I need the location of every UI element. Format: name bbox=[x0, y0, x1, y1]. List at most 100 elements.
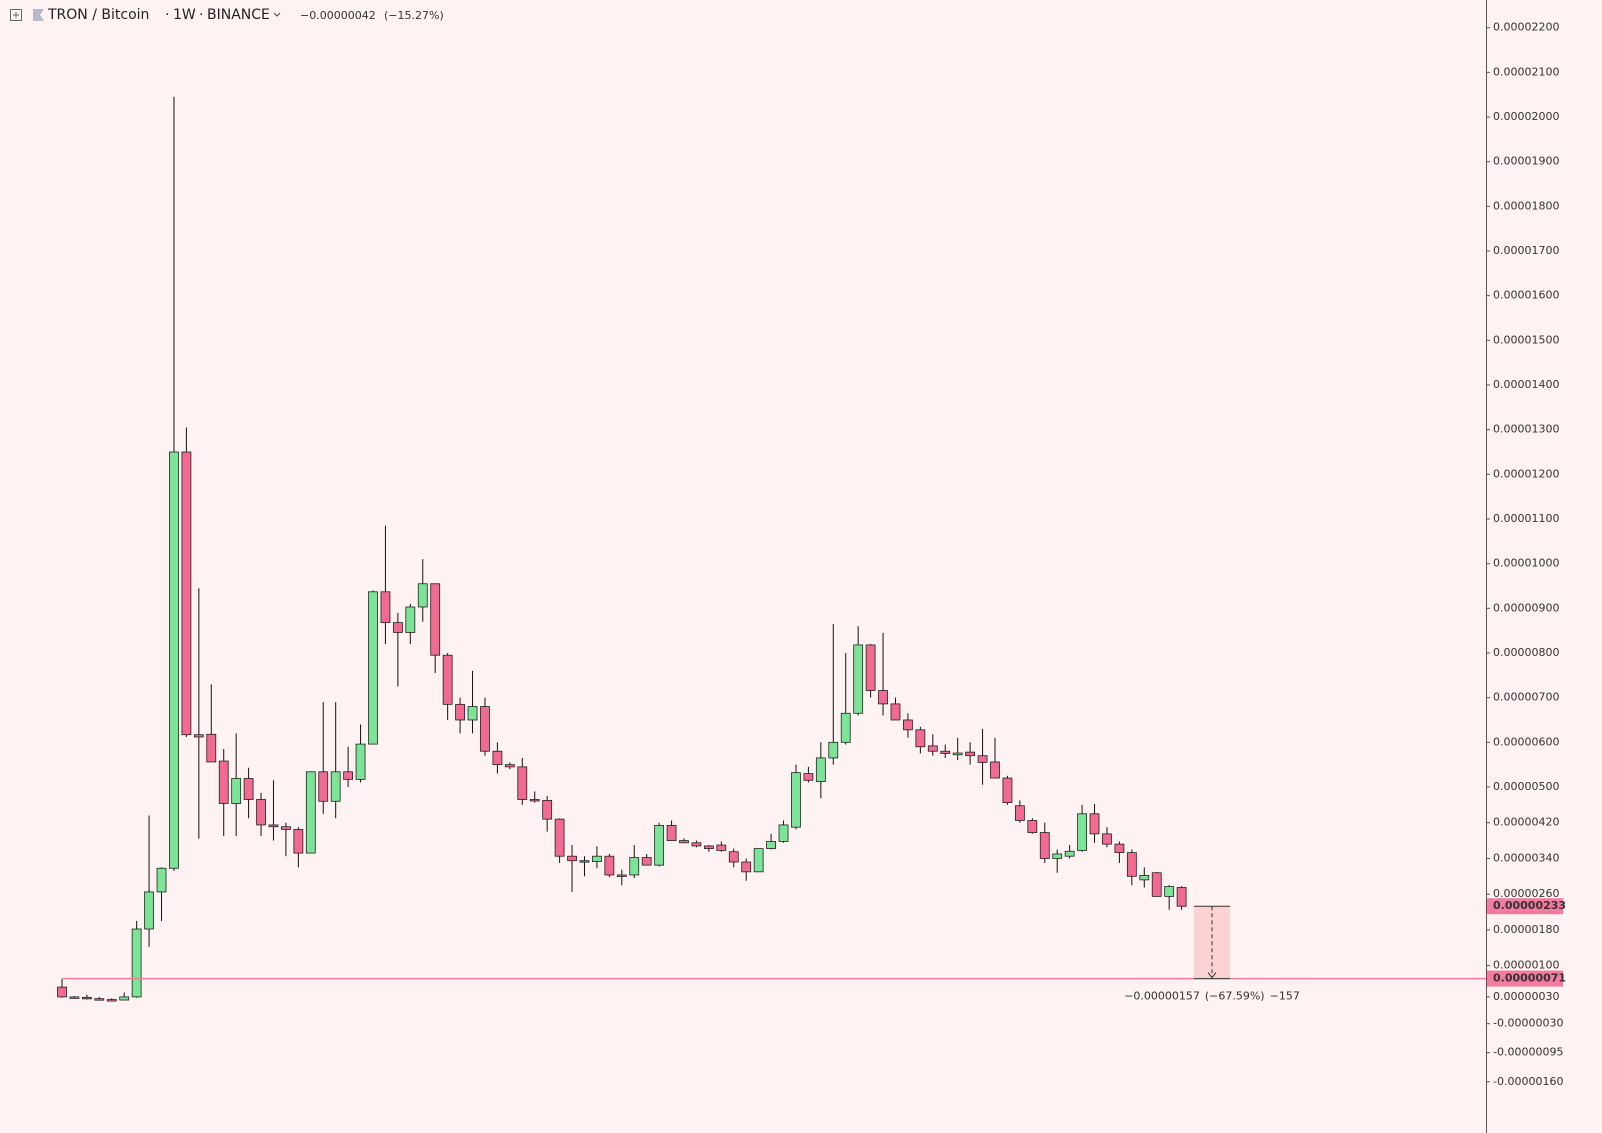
candle-body bbox=[455, 703, 465, 721]
candle-body bbox=[131, 928, 142, 998]
y-tick-label: 0.00000030 bbox=[1493, 990, 1559, 1003]
change: −0.00000042 bbox=[300, 9, 376, 22]
candle-body bbox=[1077, 813, 1087, 851]
candle-body bbox=[1126, 852, 1137, 877]
y-tick-label: 0.00001000 bbox=[1493, 557, 1559, 570]
y-tick-label: 0.00000600 bbox=[1493, 735, 1559, 748]
candle-body bbox=[106, 999, 117, 1002]
candle-body bbox=[218, 760, 229, 804]
candle-body bbox=[256, 799, 266, 826]
candle-body bbox=[318, 771, 329, 802]
candle-body bbox=[567, 855, 577, 862]
candle-body bbox=[828, 741, 839, 759]
candle-body bbox=[965, 751, 976, 757]
last-price-label: 0.00000233 bbox=[1493, 899, 1566, 912]
candle-body bbox=[380, 591, 391, 624]
y-tick-label: 0.00000700 bbox=[1493, 691, 1559, 704]
candle-body bbox=[206, 733, 217, 763]
candle-body bbox=[927, 745, 938, 752]
separator: · bbox=[165, 7, 169, 23]
candle-body bbox=[604, 855, 615, 876]
candle-body bbox=[392, 622, 403, 633]
candle-body bbox=[1002, 777, 1013, 804]
candle-body bbox=[480, 706, 490, 752]
candle-body bbox=[1151, 872, 1162, 897]
add-icon[interactable] bbox=[10, 9, 22, 21]
measure-percent: (−67.59%) bbox=[1205, 990, 1265, 1003]
y-tick-label: 0.00001500 bbox=[1493, 333, 1559, 346]
y-tick-label: 0.00001300 bbox=[1493, 423, 1559, 436]
interval: 1W bbox=[173, 7, 196, 23]
y-tick-label: -0.00000160 bbox=[1493, 1075, 1563, 1088]
y-tick-label: 0.00000420 bbox=[1493, 816, 1559, 829]
candle-body bbox=[430, 583, 441, 656]
candle-body bbox=[542, 799, 553, 820]
candle-body bbox=[81, 996, 92, 1000]
y-tick-label: 0.00000800 bbox=[1493, 646, 1559, 659]
candle-body bbox=[741, 861, 752, 873]
candle-body bbox=[1027, 820, 1038, 833]
exchange: BINANCE bbox=[207, 7, 270, 23]
header: TRON / Bitcoin · 1W · BINANCE −0.0000004… bbox=[10, 7, 444, 23]
candle-body bbox=[268, 824, 279, 828]
last-price-label-bg bbox=[1487, 898, 1563, 915]
measure-change: −0.00000157 bbox=[1124, 990, 1200, 1003]
candle-body bbox=[405, 606, 416, 633]
candle-body bbox=[878, 690, 888, 705]
change-pct: (−15.27%) bbox=[384, 9, 444, 22]
candle-body bbox=[716, 844, 727, 851]
candle-body bbox=[1102, 833, 1112, 845]
candle-body bbox=[1039, 832, 1050, 859]
candle-body bbox=[517, 766, 528, 800]
measure-arrowhead bbox=[1207, 972, 1217, 979]
flag-icon[interactable] bbox=[33, 9, 44, 21]
candle-body bbox=[952, 752, 963, 756]
candle-body bbox=[1164, 886, 1175, 897]
y-tick-label: 0.00000100 bbox=[1493, 959, 1559, 972]
candle-body bbox=[703, 845, 714, 850]
candle-body bbox=[641, 857, 652, 866]
candle-body bbox=[629, 857, 640, 876]
candle-body bbox=[815, 757, 826, 783]
candle-body bbox=[467, 706, 478, 721]
candle-body bbox=[156, 867, 167, 893]
candle-body bbox=[778, 824, 789, 842]
candle-body bbox=[803, 773, 814, 781]
symbol-title: TRON / Bitcoin bbox=[47, 7, 149, 23]
candle-body bbox=[231, 778, 242, 804]
candle-body bbox=[592, 855, 602, 862]
candle-body bbox=[579, 860, 590, 863]
candle-body bbox=[554, 818, 565, 857]
candle-body bbox=[1014, 805, 1025, 821]
candle-body bbox=[1176, 887, 1187, 907]
candle-body bbox=[492, 750, 503, 766]
candle-body bbox=[169, 451, 179, 869]
candle-body bbox=[94, 998, 105, 1001]
candle-body bbox=[654, 824, 665, 866]
candle-body bbox=[293, 829, 304, 854]
candle-body bbox=[181, 451, 192, 736]
y-tick-label: 0.00000500 bbox=[1493, 780, 1559, 793]
candle-body bbox=[417, 583, 428, 608]
candle-body bbox=[616, 874, 627, 877]
candle-body bbox=[766, 841, 776, 850]
measure-label: −0.00000157 (−67.59%) −157 bbox=[1124, 990, 1300, 1003]
candle-body bbox=[791, 772, 801, 828]
candle-body bbox=[666, 824, 677, 841]
candle-body bbox=[1139, 875, 1150, 881]
measure-ticks: −157 bbox=[1270, 990, 1300, 1003]
candle-body bbox=[330, 771, 341, 802]
y-tick-label: 0.00000260 bbox=[1493, 887, 1559, 900]
candle-body bbox=[1089, 813, 1100, 835]
candle-body bbox=[977, 755, 988, 763]
candle-body bbox=[890, 703, 901, 721]
y-tick-label: -0.00000095 bbox=[1493, 1046, 1563, 1059]
chevron[interactable] bbox=[273, 12, 281, 17]
candle-body bbox=[1052, 853, 1063, 859]
candle-body bbox=[305, 771, 316, 854]
candle-body bbox=[990, 761, 1000, 779]
candle-body bbox=[915, 729, 926, 748]
candle-body bbox=[343, 771, 354, 780]
